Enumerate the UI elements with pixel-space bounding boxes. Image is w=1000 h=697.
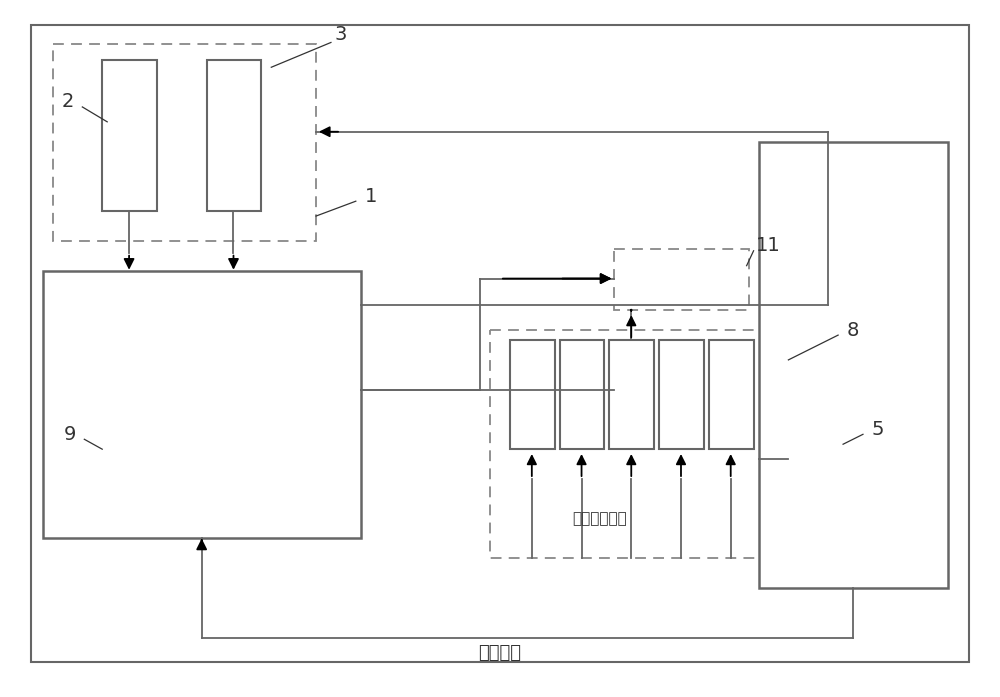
Bar: [614, 249, 749, 310]
Text: 8: 8: [847, 321, 859, 339]
Bar: [207, 61, 261, 211]
Bar: [43, 270, 361, 539]
Text: 反馈信号: 反馈信号: [479, 643, 522, 661]
Bar: [709, 340, 754, 449]
Bar: [659, 340, 704, 449]
Bar: [759, 141, 948, 588]
Text: 11: 11: [756, 236, 781, 255]
Text: 9: 9: [64, 424, 77, 444]
Text: 1: 1: [365, 187, 377, 206]
Text: 3: 3: [335, 25, 347, 44]
Text: 分时启动信号: 分时启动信号: [572, 511, 627, 526]
Bar: [52, 45, 316, 241]
Bar: [490, 330, 788, 558]
Bar: [609, 340, 654, 449]
Text: 5: 5: [872, 420, 884, 439]
Text: 2: 2: [61, 93, 74, 112]
Bar: [560, 340, 604, 449]
Bar: [102, 61, 157, 211]
Bar: [510, 340, 555, 449]
